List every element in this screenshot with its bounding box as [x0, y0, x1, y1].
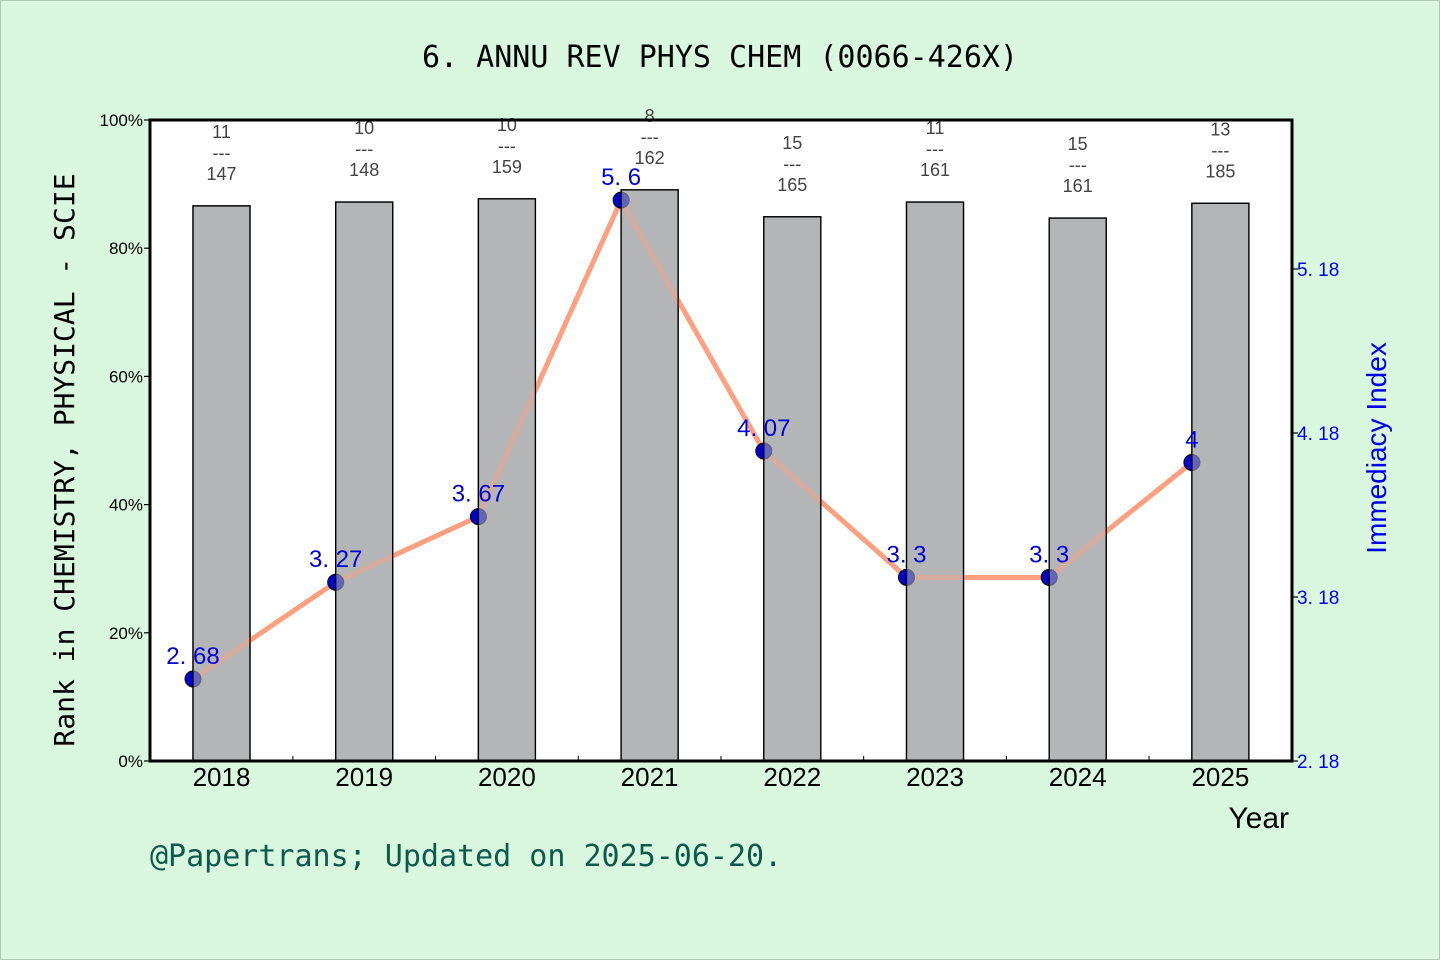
rank-separator: ---	[1069, 155, 1087, 175]
x-tick-label-2022: 2022	[763, 762, 821, 792]
rank-value: 15	[782, 133, 802, 153]
rank-total: 147	[206, 164, 236, 184]
x-tick-label-2025: 2025	[1191, 762, 1249, 792]
rank-value: 11	[926, 118, 945, 138]
point-label-2025: 4	[1185, 427, 1198, 454]
x-tick-label-2024: 2024	[1049, 762, 1107, 792]
right-axis: 2. 18 3. 18 4. 18 5. 18	[1292, 260, 1339, 773]
rank-annotation-2021: 8---162	[635, 106, 665, 168]
point-label-2023: 3. 3	[886, 541, 926, 568]
rank-separator: ---	[926, 139, 944, 159]
right-tick-label: 2. 18	[1297, 752, 1339, 773]
point-labels: 2. 68 3. 27 3. 67 5. 6 4. 07 3. 3 3. 3 4	[166, 164, 1198, 670]
x-tick-label-2018: 2018	[193, 762, 251, 792]
left-tick-label: 40%	[109, 496, 143, 515]
rank-total: 185	[1205, 161, 1235, 181]
x-tick-label-2020: 2020	[478, 762, 536, 792]
rank-total: 148	[349, 160, 379, 180]
x-axis-label: Year	[1228, 802, 1289, 835]
x-axis: 2018 2019 2020 2021 2022 2023 2024 2025	[193, 756, 1249, 792]
point-label-2021: 5. 6	[601, 164, 641, 191]
rank-separator: ---	[213, 143, 231, 163]
rank-value: 10	[497, 115, 517, 135]
left-tick-label: 80%	[109, 239, 143, 258]
rank-value: 10	[354, 118, 374, 138]
bar-overlay	[192, 189, 1250, 762]
rank-value: 11	[212, 122, 231, 142]
x-tick-label-2019: 2019	[335, 762, 393, 792]
bar-overlay-2024	[1048, 217, 1107, 762]
rank-value: 15	[1068, 134, 1088, 154]
bar-overlay-2025	[1191, 202, 1250, 762]
rank-separator: ---	[1211, 140, 1229, 160]
bar-overlay-2020	[477, 198, 537, 762]
right-tick-label: 4. 18	[1297, 424, 1339, 445]
rank-separator: ---	[498, 136, 516, 156]
x-tick-label-2021: 2021	[621, 762, 679, 792]
rank-annotation-2022: 15---165	[777, 133, 807, 195]
rank-total: 161	[920, 160, 950, 180]
left-tick-label: 20%	[109, 624, 143, 643]
rank-annotation-2025: 13---185	[1205, 119, 1235, 181]
point-label-2018: 2. 68	[166, 643, 219, 670]
right-tick-label: 5. 18	[1297, 260, 1339, 281]
rank-annotations: 11---14710---14810---1598---16215---1651…	[206, 106, 1235, 196]
x-tick-label-2023: 2023	[906, 762, 964, 792]
left-tick-label: 100%	[100, 111, 143, 130]
left-axis-label: Rank in CHEMISTRY, PHYSICAL - SCIE	[48, 173, 81, 746]
chart-title: 6. ANNU REV PHYS CHEM (0066-426X)	[422, 40, 1018, 75]
rank-total: 165	[777, 175, 807, 195]
bar-overlay-2022	[763, 216, 822, 762]
rank-annotation-2018: 11---147	[206, 122, 236, 184]
right-axis-label: Immediacy Index	[1361, 342, 1392, 554]
point-label-2019: 3. 27	[309, 546, 362, 573]
rank-annotation-2019: 10---148	[349, 118, 379, 180]
point-label-2024: 3. 3	[1029, 541, 1069, 568]
bar-overlay-2023	[905, 201, 965, 762]
rank-total: 159	[492, 157, 522, 177]
rank-annotation-2024: 15---161	[1063, 134, 1093, 196]
point-label-2020: 3. 67	[452, 481, 505, 508]
point-label-2022: 4. 07	[737, 415, 790, 442]
plot-area	[150, 120, 1292, 761]
bar-overlay-2019	[335, 201, 394, 762]
rank-total: 162	[635, 148, 665, 168]
right-tick-label: 3. 18	[1297, 588, 1339, 609]
left-axis: 0% 20% 40% 60% 80% 100%	[100, 111, 150, 771]
bar-overlay-2021	[620, 189, 679, 762]
rank-value: 13	[1210, 119, 1230, 139]
rank-value: 8	[645, 106, 655, 126]
bar-overlay-2018	[192, 205, 251, 762]
rank-annotation-2023: 11---161	[920, 118, 950, 180]
left-tick-label: 0%	[118, 752, 143, 771]
footer-credit: @Papertrans; Updated on 2025-06-20.	[150, 839, 782, 874]
rank-total: 161	[1063, 176, 1093, 196]
rank-separator: ---	[783, 154, 801, 174]
rank-separator: ---	[355, 139, 373, 159]
rank-separator: ---	[641, 127, 659, 147]
left-tick-label: 60%	[109, 367, 143, 386]
